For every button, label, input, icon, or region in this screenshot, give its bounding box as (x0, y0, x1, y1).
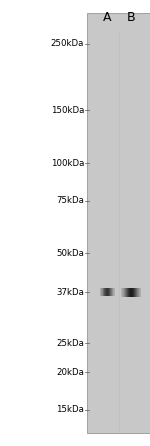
Bar (103, 289, 104, 297)
Bar (134, 288, 135, 297)
Bar (127, 288, 128, 297)
Text: 20kDa: 20kDa (56, 368, 84, 377)
Bar (125, 288, 126, 297)
Text: 37kDa: 37kDa (56, 288, 84, 297)
Bar (136, 288, 137, 297)
Bar (108, 289, 109, 297)
Bar (87, 13, 150, 433)
Bar (106, 289, 107, 297)
Bar (140, 288, 141, 297)
Bar (138, 288, 139, 297)
Bar (111, 289, 112, 297)
Bar (102, 289, 103, 297)
Bar (131, 288, 132, 297)
Bar (110, 289, 111, 297)
Text: 150kDa: 150kDa (51, 106, 84, 115)
Text: A: A (103, 11, 111, 24)
Bar (128, 288, 129, 297)
Bar (114, 289, 115, 297)
Bar (100, 289, 101, 297)
Bar (105, 289, 106, 297)
Bar (126, 288, 127, 297)
Text: 50kDa: 50kDa (56, 249, 84, 258)
Bar (104, 289, 105, 297)
Bar (139, 288, 140, 297)
Bar (123, 288, 124, 297)
Bar (121, 288, 122, 297)
Text: 100kDa: 100kDa (51, 159, 84, 168)
Bar (132, 288, 133, 297)
Bar (113, 289, 114, 297)
Bar (109, 289, 110, 297)
Text: 15kDa: 15kDa (56, 405, 84, 414)
Text: 25kDa: 25kDa (56, 339, 84, 348)
Bar (135, 288, 136, 297)
Bar (133, 288, 134, 297)
Bar (122, 288, 123, 297)
Bar (107, 289, 108, 297)
Text: B: B (127, 11, 136, 24)
Bar (137, 288, 138, 297)
Text: 250kDa: 250kDa (51, 39, 84, 49)
Bar (124, 288, 125, 297)
Bar (130, 288, 131, 297)
Bar (112, 289, 113, 297)
Bar (101, 289, 102, 297)
Bar (129, 288, 130, 297)
Text: 75kDa: 75kDa (56, 196, 84, 205)
